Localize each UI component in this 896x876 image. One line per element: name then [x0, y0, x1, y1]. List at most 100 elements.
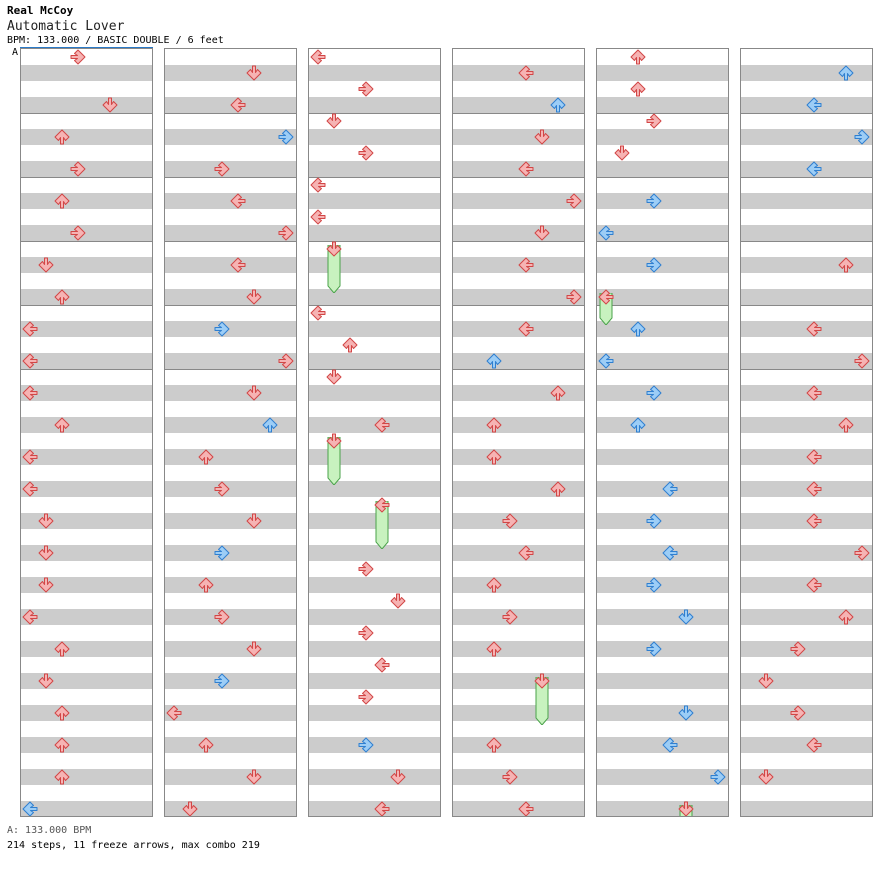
beat-band — [309, 257, 440, 273]
beat-band — [309, 225, 440, 241]
step-arrow-up — [550, 385, 566, 401]
step-arrow-right — [646, 193, 662, 209]
step-arrow-right — [214, 545, 230, 561]
beat-band — [309, 705, 440, 721]
beat-band — [741, 289, 872, 305]
measure-line — [597, 241, 728, 242]
step-arrow-left — [374, 657, 390, 673]
beat-band — [21, 673, 152, 689]
measure-line — [21, 305, 152, 306]
measure-line — [309, 113, 440, 114]
beat-band — [309, 129, 440, 145]
beat-band — [453, 673, 584, 689]
beat-band — [309, 737, 440, 753]
measure-line — [741, 241, 872, 242]
beat-band — [453, 289, 584, 305]
beat-band — [165, 481, 296, 497]
step-arrow-left — [374, 801, 390, 816]
beat-band — [309, 449, 440, 465]
step-arrow-left — [166, 705, 182, 721]
beat-band — [165, 385, 296, 401]
beat-band — [21, 449, 152, 465]
step-arrow-right — [358, 625, 374, 641]
step-arrow-left — [806, 161, 822, 177]
beat-band — [597, 225, 728, 241]
step-arrow-left — [374, 417, 390, 433]
measure-line — [165, 305, 296, 306]
beat-band — [21, 801, 152, 816]
measure-line — [309, 305, 440, 306]
step-arrow-up — [486, 417, 502, 433]
beat-band — [597, 257, 728, 273]
step-arrow-right — [358, 81, 374, 97]
step-arrow-left — [518, 801, 534, 816]
beat-band — [597, 65, 728, 81]
step-arrow-right — [502, 769, 518, 785]
beat-band — [21, 705, 152, 721]
step-arrow-up — [54, 737, 70, 753]
beat-band — [165, 161, 296, 177]
beat-band — [597, 513, 728, 529]
step-arrow-up — [630, 49, 646, 65]
beat-band — [741, 193, 872, 209]
beat-band — [165, 801, 296, 816]
step-arrow-right — [358, 689, 374, 705]
step-arrow-up — [198, 737, 214, 753]
measure-line — [165, 241, 296, 242]
step-arrow-left — [806, 97, 822, 113]
beat-band — [309, 289, 440, 305]
beat-band — [309, 545, 440, 561]
beat-band — [597, 97, 728, 113]
step-arrow-down — [534, 225, 550, 241]
beat-band — [21, 385, 152, 401]
measure-line — [309, 241, 440, 242]
step-arrow-up — [838, 257, 854, 273]
chart-column-6 — [740, 48, 873, 817]
step-arrow-left — [22, 321, 38, 337]
beat-band — [165, 289, 296, 305]
step-arrow-right — [646, 641, 662, 657]
beat-band — [165, 225, 296, 241]
step-arrow-left — [310, 49, 326, 65]
beat-band — [597, 129, 728, 145]
measure-line — [597, 305, 728, 306]
beat-band — [21, 417, 152, 433]
step-arrow-down — [38, 513, 54, 529]
step-arrow-left — [598, 353, 614, 369]
step-arrow-right — [278, 353, 294, 369]
step-arrow-left — [310, 209, 326, 225]
beat-band — [165, 129, 296, 145]
step-arrow-down — [38, 257, 54, 273]
beat-band — [453, 801, 584, 816]
step-arrow-up — [262, 417, 278, 433]
beat-band — [453, 769, 584, 785]
step-arrow-right — [854, 545, 870, 561]
measure-line — [741, 113, 872, 114]
step-arrow-right — [214, 161, 230, 177]
step-arrow-down — [246, 65, 262, 81]
measure-line — [741, 369, 872, 370]
step-arrow-up — [838, 417, 854, 433]
beat-band — [21, 545, 152, 561]
beat-band — [21, 161, 152, 177]
step-arrow-left — [230, 193, 246, 209]
step-arrow-down — [534, 129, 550, 145]
beat-band — [597, 769, 728, 785]
step-arrow-down — [614, 145, 630, 161]
step-arrow-left — [806, 385, 822, 401]
beat-band — [597, 417, 728, 433]
beat-band — [165, 673, 296, 689]
step-arrow-up — [486, 577, 502, 593]
beat-band — [165, 705, 296, 721]
freeze-arrow — [327, 436, 341, 486]
measure-line — [741, 177, 872, 178]
measure-line — [309, 177, 440, 178]
beat-band — [453, 641, 584, 657]
bpm-marker-line — [20, 47, 153, 48]
footer-bpm: A: 133.000 BPM — [7, 825, 92, 836]
step-arrow-right — [646, 257, 662, 273]
beat-band — [21, 577, 152, 593]
beat-band — [453, 193, 584, 209]
beat-band — [165, 513, 296, 529]
beat-band — [309, 385, 440, 401]
